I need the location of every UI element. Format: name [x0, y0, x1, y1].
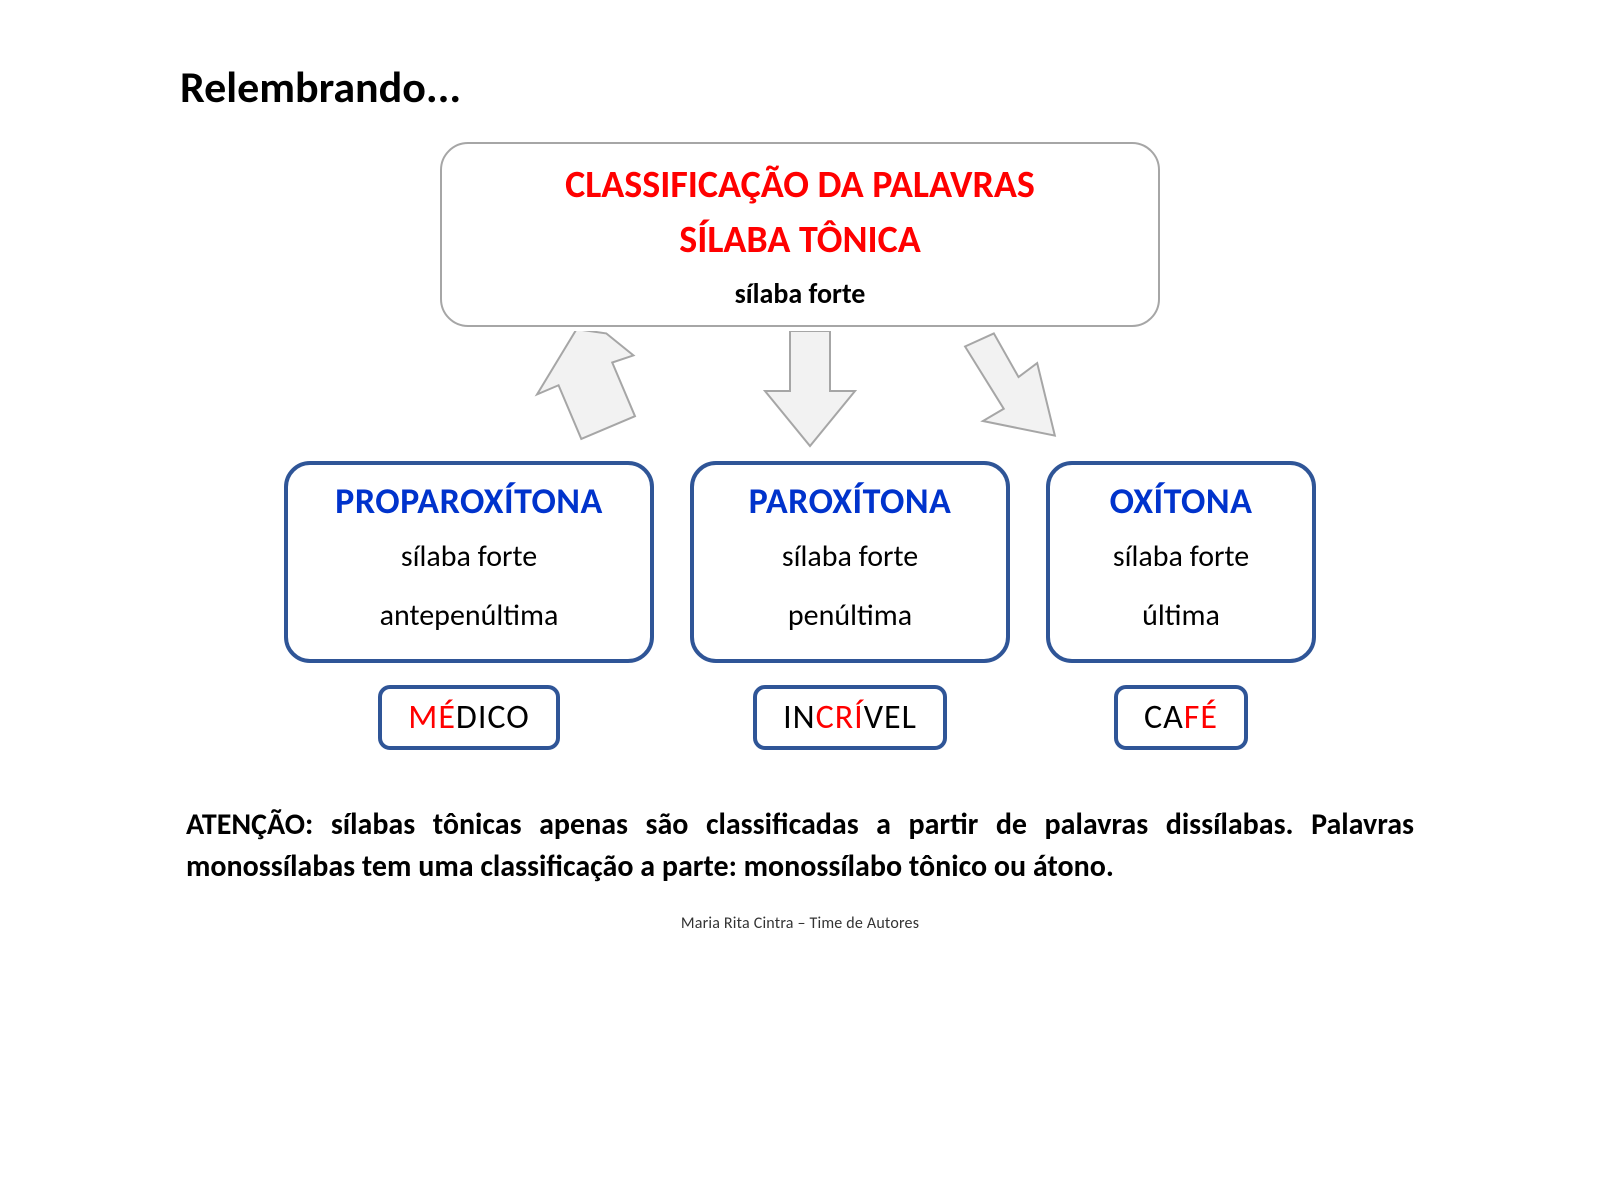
example-box: MÉDICO	[378, 685, 560, 750]
arrow-left-icon	[520, 331, 650, 451]
category-title: PAROXÍTONA	[749, 479, 952, 523]
category-box: PAROXÍTONA sílaba forte penúltima	[690, 461, 1010, 663]
slide-heading: Relembrando...	[180, 60, 1420, 114]
slide: Relembrando... CLASSIFICAÇÃO DA PALAVRAS…	[0, 0, 1600, 1200]
example-post: DICO	[456, 697, 530, 738]
example-box: CAFÉ	[1114, 685, 1248, 750]
categories-row: PROPAROXÍTONA sílaba forte antepenúltima…	[180, 461, 1420, 750]
category-desc-2: última	[1142, 590, 1220, 641]
attention-note: ATENÇÃO: sílabas tônicas apenas são clas…	[180, 804, 1420, 888]
top-box: CLASSIFICAÇÃO DA PALAVRAS SÍLABA TÔNICA …	[440, 142, 1160, 327]
example-pre: IN	[783, 697, 816, 738]
category-desc-1: sílaba forte	[401, 531, 537, 582]
category-desc-2: penúltima	[788, 590, 912, 641]
arrows-row	[180, 327, 1420, 457]
author-credit: Maria Rita Cintra – Time de Autores	[180, 914, 1420, 933]
example-stressed: MÉ	[408, 697, 456, 738]
category-desc-1: sílaba forte	[782, 531, 918, 582]
example-box: INCRÍVEL	[753, 685, 947, 750]
category-desc-2: antepenúltima	[380, 590, 559, 641]
category-desc-1: sílaba forte	[1113, 531, 1249, 582]
category-proparoxitona: PROPAROXÍTONA sílaba forte antepenúltima…	[284, 461, 654, 750]
example-pre: CA	[1144, 697, 1184, 738]
example-stressed: CRÍ	[816, 697, 864, 738]
category-box: OXÍTONA sílaba forte última	[1046, 461, 1316, 663]
category-title: PROPAROXÍTONA	[335, 479, 603, 523]
category-paroxitona: PAROXÍTONA sílaba forte penúltima INCRÍV…	[690, 461, 1010, 750]
example-post: VEL	[864, 697, 917, 738]
category-title: OXÍTONA	[1110, 479, 1253, 523]
arrow-center-icon	[760, 331, 860, 451]
category-box: PROPAROXÍTONA sílaba forte antepenúltima	[284, 461, 654, 663]
top-box-line1: CLASSIFICAÇÃO DA PALAVRAS	[462, 162, 1138, 210]
category-oxitona: OXÍTONA sílaba forte última CAFÉ	[1046, 461, 1316, 750]
arrow-right-icon	[940, 331, 1100, 451]
top-box-line2: SÍLABA TÔNICA	[462, 210, 1138, 271]
top-box-subtitle: sílaba forte	[462, 276, 1138, 311]
example-stressed: FÉ	[1184, 697, 1218, 738]
